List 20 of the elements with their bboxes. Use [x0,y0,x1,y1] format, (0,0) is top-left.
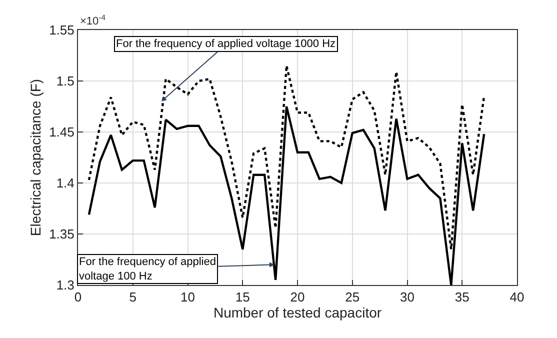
x-tick-label: 35 [454,290,470,305]
x-tick-label: 20 [290,290,305,305]
y-tick-label: 1.55 [49,22,74,38]
y-axis-title: Electrical capacitance (F) [28,78,44,236]
annotation: For the frequency of applied voltage 1000 Hz [116,38,336,50]
y-tick-label: 1.3 [56,278,74,293]
x-tick-label: 10 [180,290,195,305]
text: ×10$^{-4}$ [80,13,106,28]
y-tick-label: 1.45 [49,124,74,140]
y-tick-label: 1.4 [56,176,74,191]
x-tick-label: 25 [345,290,360,305]
x-tick-label: 5 [129,290,136,305]
x-tick-label: 40 [510,290,524,305]
x-tick-label: 15 [235,290,250,305]
y-tick-label: 1.5 [56,74,74,89]
annotation: For the frequency of applied voltage 100 Hz [79,256,216,282]
x-tick-label: 0 [74,290,82,305]
x-axis-title: Number of tested capacitor [213,304,382,321]
x-tick-label: 30 [400,290,414,305]
y-tick-label: 1.35 [49,226,74,242]
